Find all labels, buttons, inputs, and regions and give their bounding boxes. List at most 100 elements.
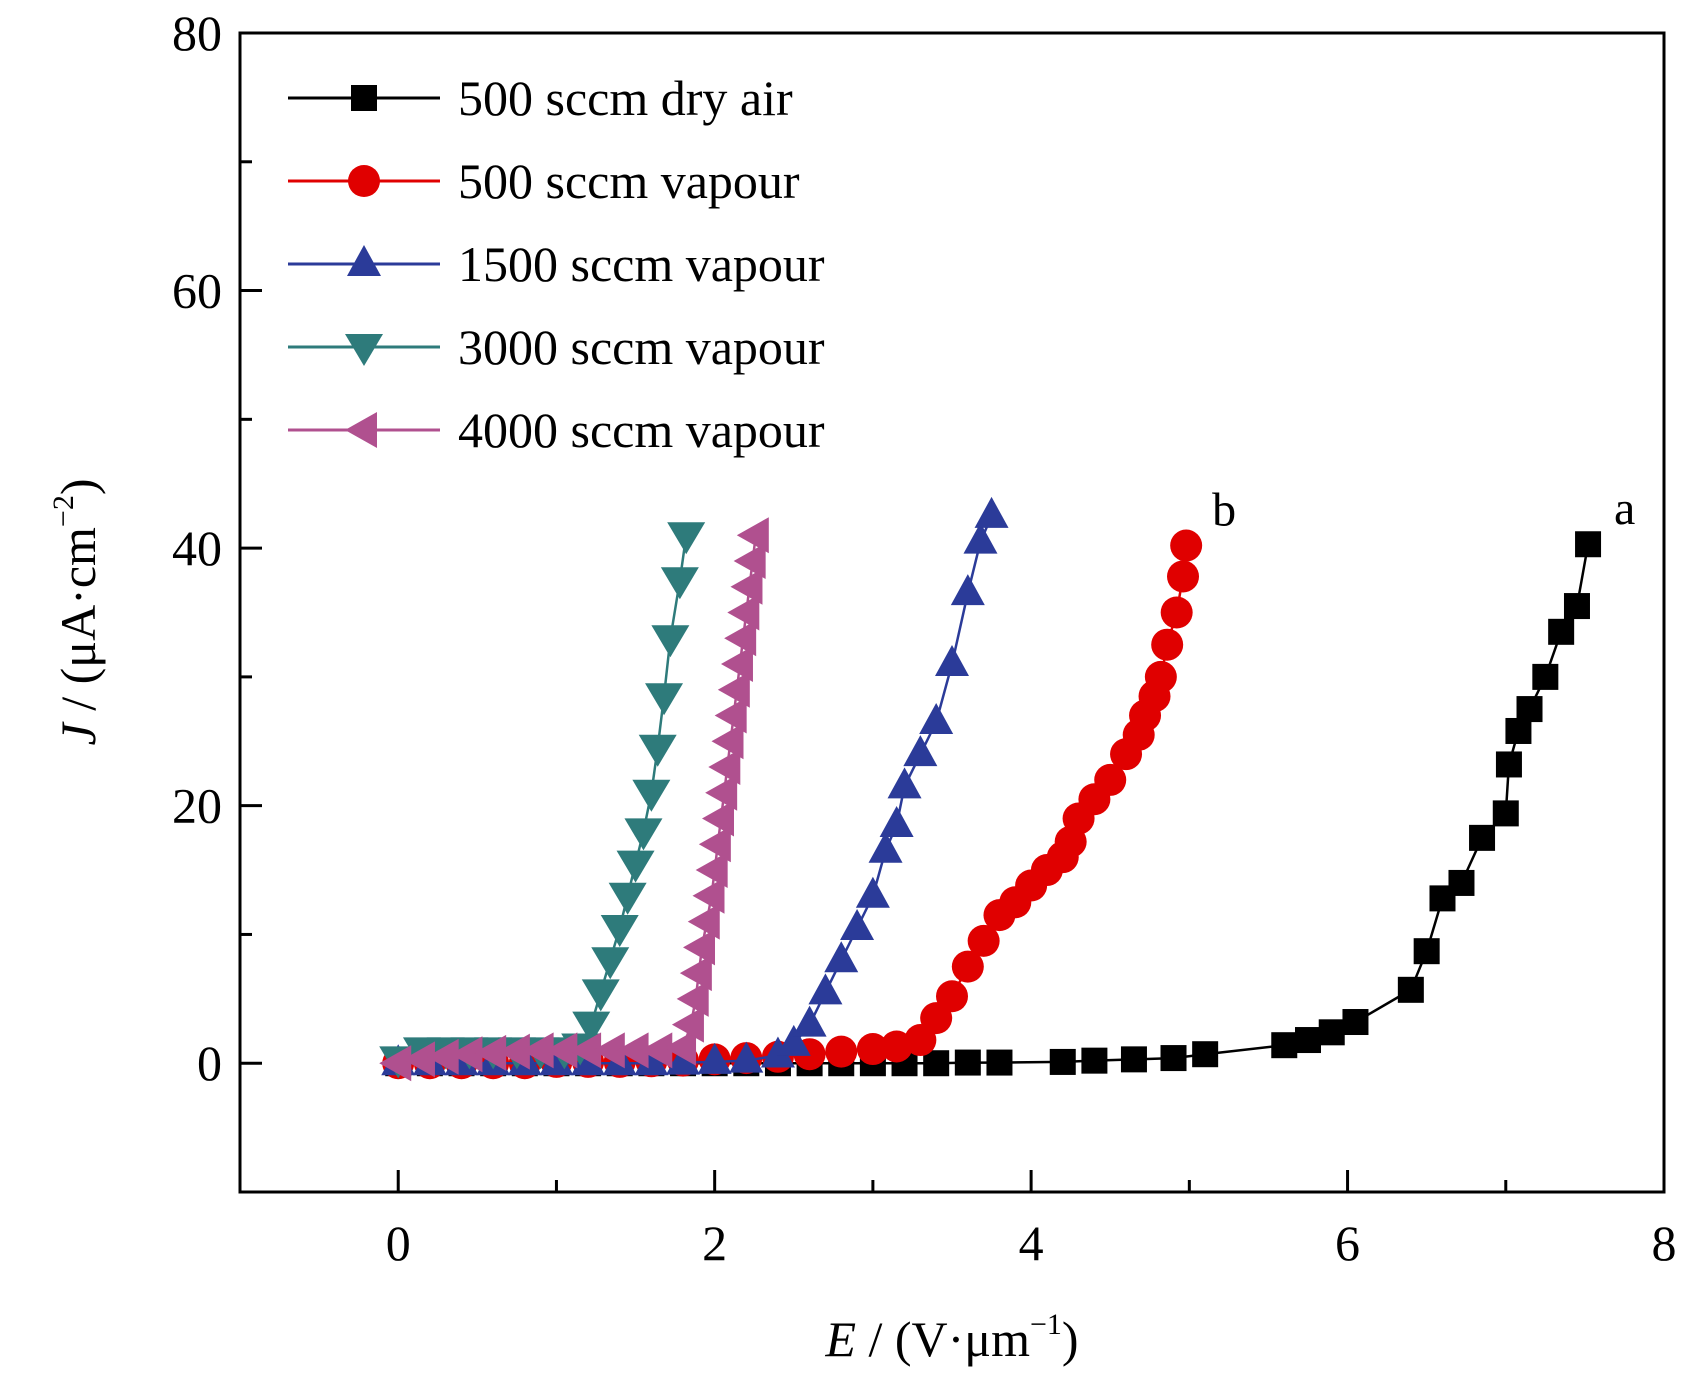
x-tick-label: 2 [702, 1215, 727, 1271]
legend-marker [348, 165, 380, 197]
data-point [730, 568, 763, 605]
data-point [581, 979, 620, 1012]
data-point [1081, 1047, 1108, 1074]
series-0: a [385, 482, 1635, 1077]
data-point [720, 646, 753, 683]
data-point [711, 723, 744, 760]
data-point [679, 955, 712, 992]
data-point [1295, 1027, 1321, 1054]
legend-marker [345, 412, 377, 448]
data-point [1505, 717, 1532, 744]
data-point [825, 1035, 858, 1068]
legend-item: 500 sccm dry air [288, 70, 793, 126]
data-point [624, 818, 663, 851]
data-point [1448, 869, 1475, 896]
x-axis-unit: / (V·μm [856, 1311, 1030, 1367]
x-axis-close: ) [1062, 1311, 1079, 1367]
series-line [398, 545, 1188, 1065]
data-point [1192, 1041, 1219, 1068]
data-point [545, 1032, 578, 1069]
data-point [1094, 763, 1127, 796]
data-point [638, 734, 677, 767]
data-point [616, 1032, 649, 1069]
data-point [701, 800, 734, 837]
data-point [935, 645, 969, 677]
data-point [632, 779, 671, 812]
legend-label: 3000 sccm vapour [458, 319, 825, 375]
y-tick-label: 60 [172, 263, 222, 319]
data-point [664, 1029, 697, 1066]
data-point [824, 941, 859, 973]
data-point [855, 876, 890, 908]
data-point [591, 947, 630, 980]
data-point [879, 805, 914, 837]
data-point [698, 826, 731, 863]
data-point [634, 1044, 669, 1076]
data-point [1151, 628, 1184, 661]
data-point [1397, 976, 1424, 1003]
legend-label: 500 sccm vapour [458, 153, 800, 209]
data-point [950, 574, 985, 606]
x-tick-label: 6 [1335, 1215, 1360, 1271]
data-point [651, 625, 690, 658]
data-point [729, 1041, 764, 1073]
data-point [600, 915, 639, 948]
data-point [645, 683, 684, 716]
data-point [572, 1011, 611, 1044]
data-point [1160, 1045, 1187, 1072]
series-2 [381, 496, 1009, 1076]
data-point [608, 882, 647, 915]
data-point [474, 1034, 507, 1071]
data-point [402, 1041, 435, 1078]
y-axis-label: J / (μA·cm−2) [47, 479, 106, 746]
x-tick-label: 4 [1019, 1215, 1044, 1271]
data-point [379, 1045, 412, 1082]
legend-marker [347, 245, 381, 276]
data-point [1318, 1019, 1345, 1046]
data-point [727, 594, 760, 631]
data-point [1160, 596, 1193, 629]
data-point [903, 735, 938, 767]
series-layer: ab [379, 482, 1635, 1082]
series-3 [379, 522, 706, 1079]
data-point [697, 1042, 732, 1074]
data-point [1563, 593, 1590, 620]
data-point [705, 774, 738, 811]
data-point [521, 1032, 554, 1069]
data-point [717, 671, 750, 708]
data-point [1271, 1032, 1298, 1059]
y-axis-exponent: −2 [47, 495, 80, 527]
data-point [951, 950, 984, 983]
data-point [1120, 1046, 1147, 1073]
data-point [1575, 531, 1602, 558]
y-axis-unit: / (μA·cm [50, 527, 106, 723]
data-point [692, 877, 725, 914]
data-point [592, 1032, 625, 1069]
data-point [683, 929, 716, 966]
data-point [667, 522, 706, 555]
y-tick-label: 20 [172, 778, 222, 834]
data-point [1492, 800, 1519, 827]
data-point [808, 973, 843, 1005]
data-point [792, 1005, 827, 1037]
data-point [1495, 751, 1522, 778]
data-point [733, 542, 766, 579]
data-point [840, 909, 875, 941]
data-point [963, 522, 998, 554]
x-axis-exponent: −1 [1030, 1308, 1062, 1341]
data-point [919, 702, 954, 734]
data-point [967, 924, 1000, 957]
data-point [676, 980, 709, 1017]
data-point [660, 567, 699, 600]
legend-label: 500 sccm dry air [458, 70, 793, 126]
data-point [1167, 560, 1200, 593]
series-end-label: b [1212, 484, 1236, 537]
y-tick-label: 0 [197, 1035, 222, 1091]
series-1: b [382, 484, 1236, 1080]
legend-label: 4000 sccm vapour [458, 402, 825, 458]
plot-frame [238, 31, 1666, 1194]
y-tick-label: 80 [172, 5, 222, 61]
legend-item: 1500 sccm vapour [288, 236, 825, 292]
data-point [714, 697, 747, 734]
